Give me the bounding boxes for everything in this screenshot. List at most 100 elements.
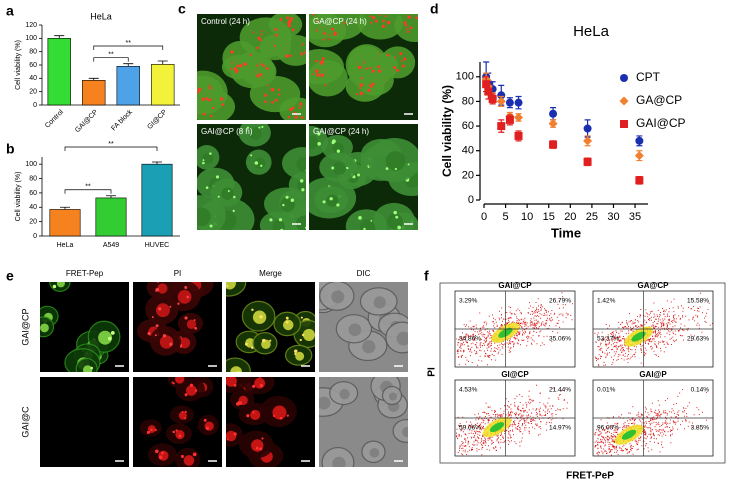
granule	[202, 112, 206, 116]
granule	[331, 27, 335, 31]
granule	[221, 103, 225, 107]
micrograph	[133, 377, 222, 467]
granule	[328, 38, 331, 41]
granule	[394, 167, 397, 171]
granule	[386, 20, 391, 25]
granule	[226, 284, 229, 287]
quadrant-percent: 0.14%	[691, 387, 710, 394]
y-tick-label: 60	[29, 62, 37, 69]
granule	[184, 316, 188, 320]
nucleus	[331, 290, 345, 304]
x-tick-label: GI@CP	[146, 109, 168, 131]
column-header: PI	[174, 269, 182, 278]
granule	[256, 64, 259, 67]
x-tick-label: FA block	[110, 108, 134, 132]
granule	[256, 74, 260, 78]
granule	[37, 324, 40, 327]
granule	[194, 326, 198, 330]
nucleus	[157, 283, 168, 294]
nucleus	[326, 194, 339, 207]
x-tick-label: 5	[503, 211, 509, 223]
granule	[374, 19, 378, 23]
granule	[259, 73, 263, 76]
nucleus	[295, 351, 305, 361]
granule	[172, 430, 176, 434]
granule	[192, 215, 194, 217]
micrograph	[37, 278, 129, 372]
granule	[294, 349, 298, 353]
granule	[365, 67, 368, 70]
granule	[190, 95, 192, 97]
granule	[60, 278, 64, 282]
micrograph-label: GAI@CP (24 h)	[313, 127, 369, 136]
micrograph	[319, 377, 408, 467]
y-tick-label: 0	[468, 194, 474, 206]
significance-bracket	[64, 146, 158, 152]
granule	[316, 20, 320, 23]
quadrant-percent: 96.00%	[597, 425, 619, 432]
granule	[324, 84, 327, 87]
granule	[269, 218, 273, 222]
granule	[155, 324, 159, 328]
bar	[151, 64, 175, 106]
panel-label: f	[424, 268, 429, 284]
granule	[273, 44, 277, 48]
quadrant-percent: 29.63%	[687, 336, 709, 343]
quadrant-percent: 0.01%	[597, 387, 616, 394]
x-tick-label: GAI@CP	[74, 109, 100, 135]
granule	[208, 86, 212, 90]
nucleus	[296, 215, 306, 230]
granule	[146, 430, 150, 435]
granule	[251, 308, 254, 311]
nucleus	[373, 296, 386, 309]
granule	[322, 38, 326, 41]
quadrant-percent: 35.06%	[549, 336, 571, 343]
y-tick-label: 60	[462, 120, 474, 132]
point	[514, 131, 523, 140]
nucleus	[369, 447, 380, 458]
granule	[357, 173, 360, 177]
nucleus	[319, 396, 331, 410]
panel-label: a	[6, 3, 14, 19]
y-tick-label: 80	[462, 95, 474, 107]
granule	[301, 333, 305, 337]
granule	[239, 64, 243, 68]
granule	[52, 284, 57, 289]
nucleus	[245, 338, 255, 348]
granule	[222, 372, 225, 375]
granule	[331, 14, 333, 15]
granule	[359, 87, 362, 90]
error-bar	[88, 77, 99, 81]
point	[620, 120, 628, 128]
granule	[403, 21, 407, 25]
granule	[363, 227, 366, 230]
granule	[110, 331, 115, 335]
granule	[270, 87, 275, 92]
error-bar	[60, 206, 70, 210]
nucleus	[204, 421, 214, 431]
granule	[305, 169, 306, 172]
cell	[345, 71, 385, 102]
granule	[212, 106, 215, 110]
granule	[264, 94, 267, 97]
granule	[244, 342, 248, 346]
granule	[288, 54, 292, 57]
granule	[278, 218, 283, 222]
granule	[415, 16, 418, 20]
granule	[277, 93, 281, 96]
cell	[58, 451, 83, 467]
granule	[316, 59, 319, 62]
granule	[194, 278, 196, 280]
x-tick-label: Control	[44, 108, 65, 129]
chart-title: HeLa	[90, 11, 112, 21]
quadrant-percent: 4.53%	[459, 387, 478, 394]
granule	[358, 216, 362, 220]
granule	[208, 98, 211, 102]
granule	[264, 100, 267, 104]
nucleus	[40, 323, 49, 333]
y-tick-label: 100	[25, 35, 37, 42]
granule	[267, 84, 269, 87]
granule	[158, 307, 162, 311]
cell	[47, 426, 80, 456]
column-header: Merge	[259, 269, 282, 278]
